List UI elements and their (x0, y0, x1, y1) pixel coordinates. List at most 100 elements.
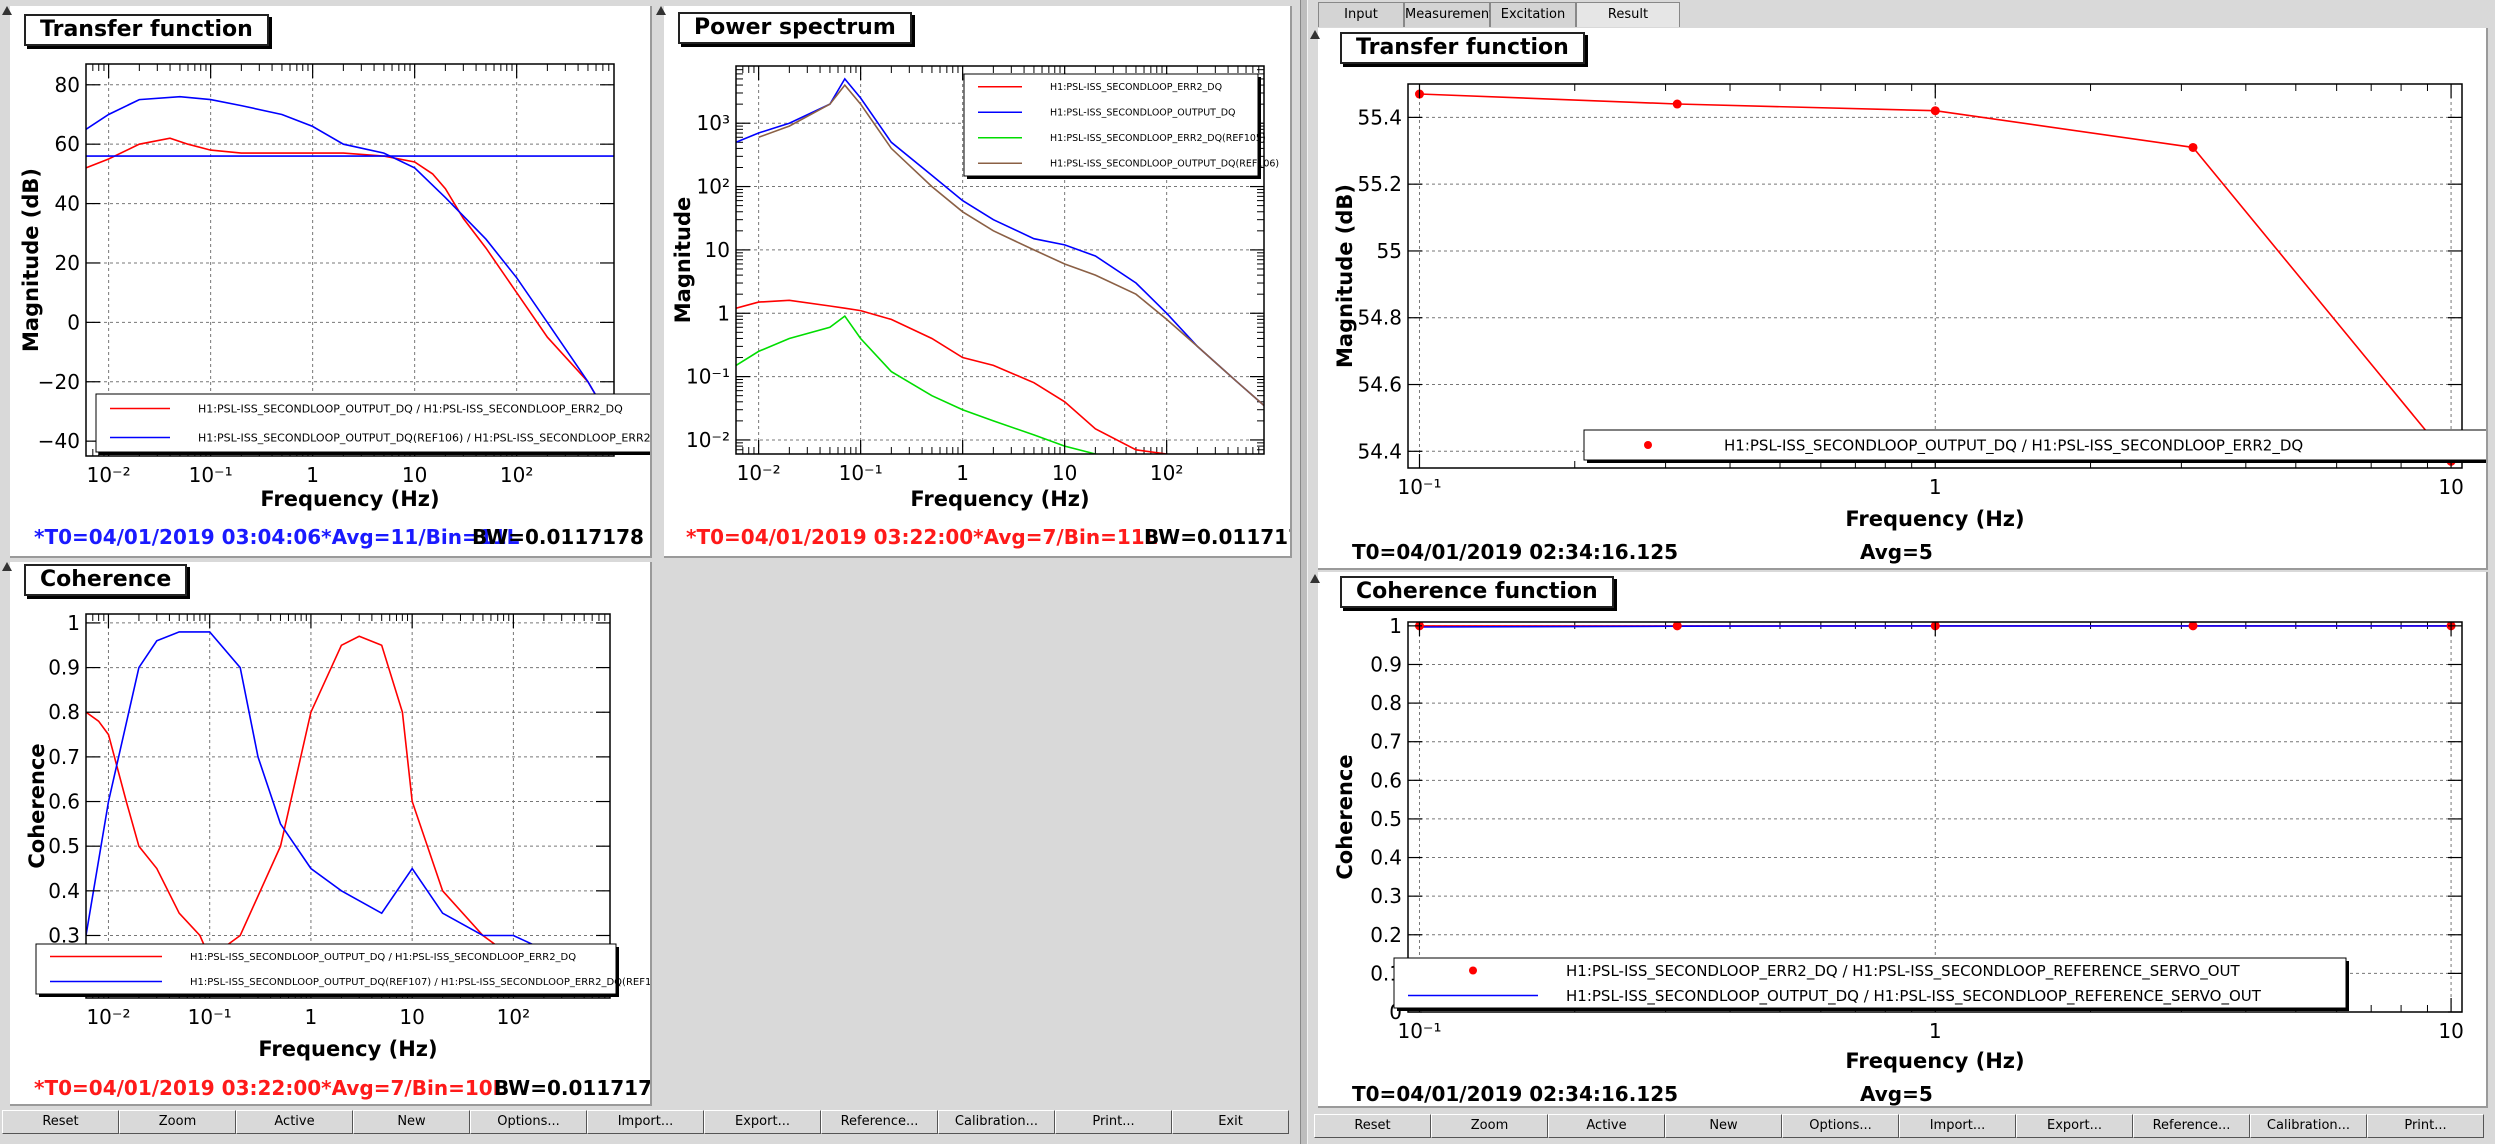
legend-entry: H1:PSL-ISS_SECONDLOOP_ERR2_DQ (1050, 82, 1222, 93)
zoom-button[interactable]: Zoom (1431, 1114, 1548, 1138)
pad-title: Coherence (24, 564, 188, 596)
x-tick-label: 10⁻¹ (1397, 1019, 1441, 1043)
y-axis-label: Magnitude (dB) (19, 168, 43, 352)
y-tick-label: 0.8 (1370, 691, 1402, 715)
pad-select-marker[interactable] (1310, 574, 1320, 583)
y-tick-label: 1 (67, 611, 80, 635)
left-coh-chart: 10⁻²10⁻¹11010²0.20.30.40.50.60.70.80.91F… (25, 611, 650, 1061)
legend-entry: H1:PSL-ISS_SECONDLOOP_OUTPUT_DQ(REF106) … (198, 431, 652, 444)
series-group (736, 77, 1264, 454)
right-tf-chart: 10⁻¹ 1 10 54.4 54.6 54.8 55 55.2 55.4 Frequency (… (1333, 83, 2486, 531)
y-tick-label: 80 (55, 73, 80, 97)
tab-excitation[interactable]: Excitation (1490, 2, 1576, 27)
grid (1408, 84, 2462, 468)
legend-entry: H1:PSL-ISS_SECONDLOOP_OUTPUT_DQ / H1:PSL… (1724, 436, 2303, 455)
reset-button[interactable]: Reset (1314, 1114, 1431, 1138)
right-button-bar: Reset Zoom Active New Options... Import... Exp… (1314, 1114, 2484, 1138)
print-button[interactable]: Print... (2367, 1114, 2484, 1138)
data-point (1930, 106, 1940, 116)
reset-button[interactable]: Reset (2, 1110, 119, 1134)
x-tick-label: 10² (1150, 461, 1183, 485)
x-axis-label: Frequency (Hz) (260, 487, 439, 511)
import-button[interactable]: Import... (1899, 1114, 2016, 1138)
exit-button[interactable]: Exit (1172, 1110, 1289, 1134)
legend-entry: H1:PSL-ISS_SECONDLOOP_OUTPUT_DQ / H1:PSL… (1566, 987, 2262, 1006)
x-tick-label: 10⁻¹ (189, 463, 233, 487)
calibration-button[interactable]: Calibration... (2250, 1114, 2367, 1138)
x-axis-label: Frequency (Hz) (1845, 1049, 2024, 1073)
export-button[interactable]: Export... (704, 1110, 821, 1134)
reference-button[interactable]: Reference... (2133, 1114, 2250, 1138)
data-point (1672, 621, 1682, 631)
y-tick-label: 54.4 (1357, 439, 1402, 463)
x-tick-label: 10⁻² (87, 463, 131, 487)
status-avg: Avg=5 (1860, 540, 1933, 564)
x-tick-label: 10⁻¹ (839, 461, 883, 485)
coh-pad-left[interactable]: 10⁻²10⁻¹11010²0.20.30.40.50.60.70.80.91F… (10, 562, 652, 1106)
y-tick-label: 20 (55, 251, 80, 275)
y-axis-label: Coherence (1333, 754, 1357, 879)
tab-input[interactable]: Input (1318, 2, 1404, 27)
active-button[interactable]: Active (1548, 1114, 1665, 1138)
y-tick-label: 0.5 (48, 834, 80, 858)
pad-select-marker[interactable] (2, 6, 12, 15)
options-button[interactable]: Options... (470, 1110, 587, 1134)
left-diaggui-window: 10⁻² 10⁻¹ 1 10 10² −40 −20 0 20 40 60 80 Frequency (… (2, 6, 1292, 1134)
series-group (86, 95, 614, 427)
pad-select-marker[interactable] (1310, 30, 1320, 39)
data-point (2188, 142, 2198, 152)
options-button[interactable]: Options... (1782, 1114, 1899, 1138)
left-tf-chart: 10⁻² 10⁻¹ 1 10 10² −40 −20 0 20 40 60 80 Frequency (… (19, 63, 652, 511)
import-button[interactable]: Import... (587, 1110, 704, 1134)
active-button[interactable]: Active (236, 1110, 353, 1134)
legend-box (963, 73, 1259, 177)
y-axis-label: Magnitude (dB) (1333, 184, 1357, 368)
tab-result[interactable]: Result (1576, 2, 1680, 27)
pad-title: Transfer function (24, 14, 269, 46)
ps-pad-left[interactable]: 10⁻² 10⁻¹ 1 10 10² 10⁻² 10⁻¹ 1 10 10² 10³ Frequency… (664, 6, 1292, 558)
y-axis-label: Coherence (25, 743, 49, 868)
data-point (1672, 99, 1682, 109)
x-axis-label: Frequency (Hz) (1845, 507, 2024, 531)
legend: H1:PSL-ISS_SECONDLOOP_OUTPUT_DQ / H1:PSL… (1583, 429, 2486, 463)
legend-box (1583, 429, 2486, 461)
legend: H1:PSL-ISS_SECONDLOOP_OUTPUT_DQ / H1:PSL… (35, 943, 650, 997)
new-button[interactable]: New (353, 1110, 470, 1134)
y-tick-label: 54.8 (1357, 306, 1402, 330)
legend-entry: H1:PSL-ISS_SECONDLOOP_OUTPUT_DQ / H1:PSL… (198, 402, 623, 415)
zoom-button[interactable]: Zoom (119, 1110, 236, 1134)
x-tick-label: 10⁻¹ (188, 1005, 232, 1029)
tab-measurement[interactable]: Measurement (1404, 2, 1494, 27)
legend-entry: H1:PSL-ISS_SECONDLOOP_ERR2_DQ(REF105) (1050, 133, 1266, 144)
y-tick-label: 0.9 (48, 656, 80, 680)
series-line-1 (86, 631, 610, 981)
tf-pad-right[interactable]: 10⁻¹ 1 10 54.4 54.6 54.8 55 55.2 55.4 Frequency (… (1318, 28, 2488, 570)
x-tick-label: 10 (2438, 1019, 2463, 1043)
y-tick-label: 1 (1389, 614, 1402, 638)
y-tick-label: 0.6 (1370, 768, 1402, 792)
status-bw: BW=0.0117178 (1144, 525, 1290, 549)
coh-pad-right[interactable]: 10⁻¹ 1 10 0 0.1 0.2 0.3 0.4 0.5 0.6 0.7 0.8 0.9 1 Freq… (1318, 572, 2488, 1108)
y-tick-label: 55.4 (1357, 105, 1402, 129)
legend-entry: H1:PSL-ISS_SECONDLOOP_OUTPUT_DQ(REF106) (1050, 159, 1279, 170)
window-divider[interactable] (1300, 0, 1308, 1144)
y-tick-label: 0.2 (1370, 923, 1402, 947)
tf-pad-left[interactable]: 10⁻² 10⁻¹ 1 10 10² −40 −20 0 20 40 60 80 Frequency (… (10, 6, 652, 558)
x-tick-label: 10⁻² (737, 461, 781, 485)
reference-button[interactable]: Reference... (821, 1110, 938, 1134)
y-tick-label: 40 (55, 192, 80, 216)
export-button[interactable]: Export... (2016, 1114, 2133, 1138)
y-tick-label: 54.6 (1357, 373, 1402, 397)
y-tick-label: 0.4 (1370, 846, 1402, 870)
legend-entry: H1:PSL-ISS_SECONDLOOP_ERR2_DQ / H1:PSL-I… (1566, 962, 2240, 981)
legend-box (1393, 957, 2347, 1009)
new-button[interactable]: New (1665, 1114, 1782, 1138)
series-line-0 (86, 137, 614, 427)
print-button[interactable]: Print... (1055, 1110, 1172, 1134)
calibration-button[interactable]: Calibration... (938, 1110, 1055, 1134)
pad-title: Coherence function (1340, 576, 1614, 608)
right-diaggui-window: Input Measurement Excitation Result 10⁻¹ 1 10… (1308, 0, 2495, 1144)
series-line-0 (736, 299, 1172, 454)
pad-select-marker[interactable] (2, 562, 12, 571)
pad-select-marker[interactable] (656, 6, 666, 15)
